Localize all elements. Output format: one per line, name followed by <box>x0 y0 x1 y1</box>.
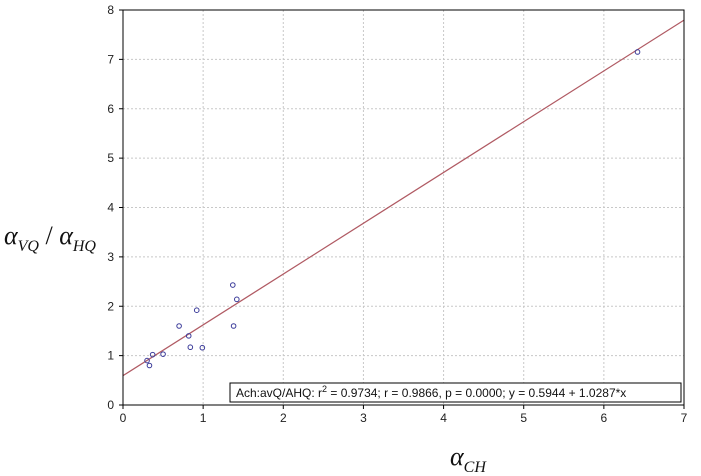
data-point <box>234 296 240 303</box>
data-point <box>634 49 641 55</box>
data-point <box>230 323 237 329</box>
regression-annotation: Ach:avQ/AHQ: r2 = 0.9734; r = 0.9866, p … <box>229 382 682 403</box>
x-tick-labels: 0 1 2 3 4 5 6 7 <box>120 405 688 425</box>
x-tick-label: 5 <box>520 411 527 425</box>
y-tick-label: 3 <box>107 250 114 264</box>
x-tick-label: 6 <box>601 411 608 425</box>
data-point <box>146 362 153 369</box>
y-tick-labels: 0 1 2 3 4 5 6 7 8 <box>107 3 123 412</box>
data-point <box>193 307 200 314</box>
data-point <box>185 333 192 339</box>
data-point <box>149 351 156 358</box>
fit-line-group <box>122 19 685 377</box>
y-tick-label: 8 <box>107 3 114 17</box>
x-tick-label: 1 <box>200 411 207 425</box>
y-tick-label: 0 <box>107 398 114 412</box>
data-point <box>144 357 150 364</box>
data-point <box>160 351 166 357</box>
y-axis-title: αVQ / αHQ <box>4 221 96 255</box>
y-tick-label: 4 <box>107 201 114 215</box>
data-point <box>187 344 194 351</box>
data-point <box>229 282 236 288</box>
data-point <box>199 344 206 351</box>
y-tick-label: 7 <box>107 52 114 66</box>
grid-lines <box>123 10 684 405</box>
x-tick-label: 3 <box>360 411 367 425</box>
x-tick-label: 2 <box>280 411 287 425</box>
x-tick-label: 4 <box>440 411 447 425</box>
annotation-box <box>229 382 682 403</box>
data-points <box>144 49 641 369</box>
y-tick-label: 1 <box>107 349 114 363</box>
y-tick-label: 2 <box>107 299 114 313</box>
x-tick-label: 7 <box>681 411 688 425</box>
x-tick-label: 0 <box>120 411 127 425</box>
x-axis-title: αCH <box>450 442 487 476</box>
regression-line <box>122 19 685 377</box>
y-tick-label: 6 <box>107 102 114 116</box>
y-tick-label: 5 <box>107 151 114 165</box>
annotation-text: Ach:avQ/AHQ: r2 = 0.9734; r = 0.9866, p … <box>236 384 626 400</box>
data-point <box>176 323 182 329</box>
